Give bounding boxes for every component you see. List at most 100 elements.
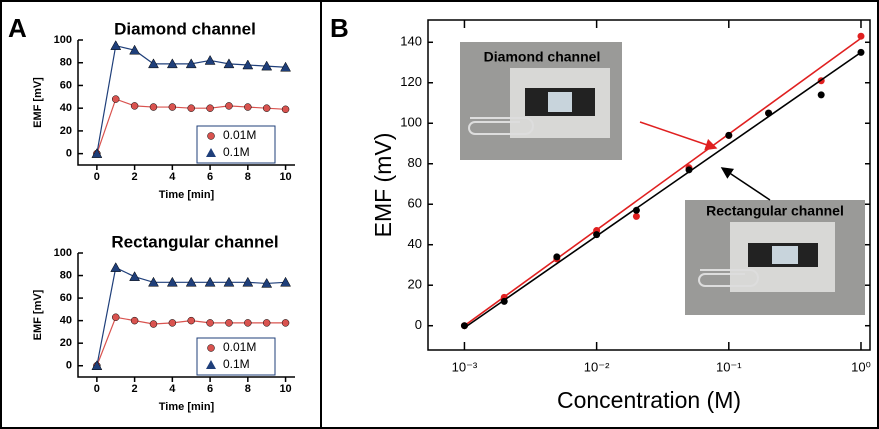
- data-point: [261, 277, 273, 288]
- data-point: [685, 166, 693, 174]
- arrow: [639, 121, 718, 151]
- data-point: [857, 32, 865, 40]
- data-point: [111, 313, 120, 322]
- y-tick-label: 40: [408, 236, 422, 251]
- legend-label: 0.01M: [223, 340, 256, 354]
- data-point: [110, 262, 122, 272]
- y-tick-label: 60: [60, 292, 72, 304]
- legend-marker: [207, 344, 215, 352]
- y-axis-label: EMF [mV]: [32, 289, 44, 340]
- data-point: [148, 276, 159, 287]
- x-tick-label: 10⁻³: [452, 359, 478, 374]
- x-tick-label: 2: [132, 383, 138, 395]
- x-tick-label: 0: [94, 171, 100, 183]
- y-tick-label: 20: [60, 125, 72, 137]
- x-tick-label: 10⁻¹: [716, 359, 742, 374]
- y-tick-label: 0: [66, 148, 72, 160]
- y-tick-label: 20: [408, 277, 422, 292]
- x-tick-label: 10⁻²: [584, 359, 610, 374]
- panel-label: B: [330, 13, 349, 43]
- data-point: [111, 95, 120, 103]
- inset-photo: [460, 42, 622, 160]
- data-point: [204, 54, 216, 65]
- x-tick-label: 0: [94, 383, 100, 395]
- annotation: Diamond channel: [484, 49, 601, 65]
- y-tick-label: 80: [408, 155, 422, 170]
- x-tick-label: 2: [132, 171, 138, 183]
- y-tick-label: 60: [408, 196, 422, 211]
- data-point: [206, 104, 214, 112]
- data-point: [857, 48, 865, 56]
- plot-frame: [427, 19, 871, 351]
- y-axis-label: EMF [mV]: [32, 77, 44, 128]
- data-point: [242, 276, 254, 287]
- data-point: [225, 102, 233, 110]
- data-point: [91, 148, 103, 158]
- data-point: [280, 61, 291, 72]
- chart-title: Diamond channel: [114, 19, 256, 38]
- data-point: [460, 322, 468, 330]
- data-point: [206, 319, 214, 327]
- x-axis-label: Time [min]: [159, 189, 215, 201]
- y-tick-label: 60: [60, 79, 72, 91]
- data-point: [129, 271, 141, 281]
- data-point: [244, 319, 252, 327]
- data-point: [281, 319, 290, 327]
- y-tick-label: 40: [60, 102, 72, 114]
- data-point: [632, 206, 640, 214]
- data-point: [187, 104, 195, 112]
- fit-line: [463, 51, 862, 329]
- data-point: [242, 59, 254, 70]
- data-point: [166, 58, 178, 69]
- x-tick-label: 10: [279, 171, 291, 183]
- x-tick-label: 4: [169, 171, 176, 183]
- data-point: [244, 103, 252, 111]
- y-tick-label: 100: [54, 34, 72, 46]
- chart-title: Rectangular channel: [111, 232, 278, 251]
- panel-label: A: [8, 13, 27, 43]
- data-point: [129, 44, 141, 55]
- legend-label: 0.1M: [223, 357, 250, 371]
- data-point: [262, 104, 271, 112]
- legend-marker: [206, 148, 216, 157]
- legend-marker: [207, 132, 215, 140]
- data-point: [185, 58, 197, 69]
- data-point: [148, 58, 159, 69]
- data-point: [130, 316, 139, 325]
- y-tick-label: 0: [415, 317, 422, 332]
- data-point: [281, 105, 290, 114]
- y-tick-label: 100: [54, 247, 72, 259]
- data-point: [553, 253, 561, 261]
- data-point: [225, 319, 233, 327]
- x-axis-label: Concentration (M): [557, 387, 741, 413]
- y-tick-label: 0: [66, 360, 72, 372]
- x-axis-label: Time [min]: [159, 401, 215, 413]
- data-point: [223, 276, 235, 287]
- legend-label: 0.01M: [223, 128, 256, 142]
- data-point: [204, 276, 216, 287]
- x-tick-label: 6: [207, 171, 213, 183]
- data-point: [261, 60, 273, 71]
- x-tick-label: 4: [169, 383, 176, 395]
- data-point: [593, 231, 601, 239]
- x-tick-label: 8: [245, 383, 251, 395]
- data-point: [280, 276, 291, 287]
- data-point: [187, 316, 195, 325]
- data-point: [166, 276, 178, 287]
- y-tick-label: 120: [400, 74, 422, 89]
- data-point: [149, 320, 158, 328]
- x-tick-label: 8: [245, 171, 251, 183]
- y-axis-label: EMF (mV): [370, 133, 396, 238]
- data-point: [185, 276, 197, 287]
- data-point: [110, 40, 122, 50]
- x-tick-label: 6: [207, 383, 213, 395]
- arrow: [720, 167, 771, 201]
- data-point: [223, 58, 235, 69]
- axis-line: [77, 253, 295, 378]
- data-point: [725, 131, 733, 139]
- data-point: [765, 109, 773, 117]
- data-point: [817, 91, 825, 99]
- x-tick-label: 10: [279, 383, 291, 395]
